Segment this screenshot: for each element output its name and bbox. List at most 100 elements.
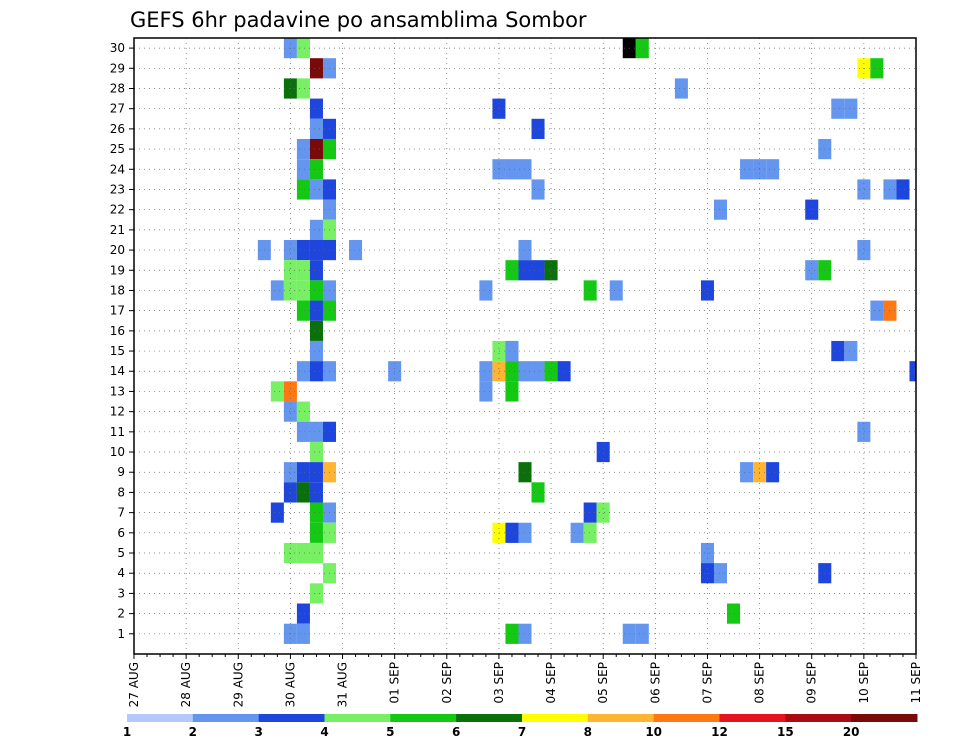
precip-cell xyxy=(309,542,323,564)
legend-label: 7 xyxy=(518,725,526,739)
y-tick-label: 16 xyxy=(110,324,125,338)
precip-cell xyxy=(309,583,323,604)
x-tick-label: 31 AUG xyxy=(336,662,350,707)
precip-cell xyxy=(766,159,780,180)
precip-cell xyxy=(309,441,323,463)
precip-cell xyxy=(870,58,884,79)
y-tick-label: 6 xyxy=(117,526,125,540)
precip-cell xyxy=(296,603,310,624)
precip-cell xyxy=(296,38,310,59)
legend-label: 20 xyxy=(843,725,860,739)
precip-cell xyxy=(857,239,871,261)
legend-swatch xyxy=(587,714,655,722)
precip-cell xyxy=(674,78,688,99)
x-tick-label: 29 AUG xyxy=(231,662,245,707)
y-tick-label: 23 xyxy=(110,182,125,196)
precip-cell xyxy=(857,179,871,200)
y-tick-label: 20 xyxy=(110,243,125,257)
x-tick-label: 04 SEP xyxy=(544,662,558,704)
precip-cell xyxy=(570,522,584,543)
precip-cell xyxy=(270,280,284,301)
y-tick-label: 11 xyxy=(110,425,125,439)
precip-cell xyxy=(309,421,323,442)
precip-cell xyxy=(296,260,310,281)
precip-cell xyxy=(531,482,545,503)
y-axis: 1234567891011121314151617181920212223242… xyxy=(110,41,134,641)
legend-swatch xyxy=(719,714,786,722)
precip-cell xyxy=(583,280,597,301)
precip-cell xyxy=(296,462,310,483)
color-legend: 1 2 3 4 5 6 7 8 10 12 15 20 xyxy=(123,714,918,739)
precip-cell xyxy=(309,522,323,543)
x-tick-label: 09 SEP xyxy=(805,662,819,704)
precip-cell xyxy=(544,361,558,382)
legend-swatch xyxy=(127,714,194,722)
precip-cell xyxy=(283,401,297,422)
chart-title: GEFS 6hr padavine po ansamblima Sombor xyxy=(130,8,587,32)
precip-cell xyxy=(635,623,649,644)
precip-cell xyxy=(700,280,714,301)
precip-cell xyxy=(309,280,323,301)
precip-cell xyxy=(505,361,519,382)
x-tick-label: 10 SEP xyxy=(857,662,871,704)
x-tick-label: 11 SEP xyxy=(909,662,923,704)
legend-label: 10 xyxy=(645,725,662,739)
x-tick-label: 27 AUG xyxy=(127,662,141,707)
precip-cell xyxy=(296,78,310,99)
precip-cell xyxy=(270,381,284,402)
precip-cell xyxy=(296,401,310,422)
y-tick-label: 3 xyxy=(117,586,125,600)
precip-cell xyxy=(309,462,323,483)
precip-cell xyxy=(479,361,493,382)
y-tick-label: 8 xyxy=(117,485,125,499)
precip-cell xyxy=(583,502,597,523)
legend-swatch xyxy=(522,714,589,722)
y-tick-label: 21 xyxy=(110,223,125,237)
precip-cell xyxy=(309,179,323,200)
precip-cell xyxy=(296,300,310,321)
x-tick-label: 06 SEP xyxy=(648,662,662,704)
precip-cell xyxy=(505,159,519,180)
precip-cell xyxy=(283,462,297,483)
precip-cell xyxy=(492,159,506,180)
precip-cell xyxy=(870,300,884,321)
precip-cell xyxy=(309,239,323,261)
y-tick-label: 27 xyxy=(110,102,125,116)
y-tick-label: 13 xyxy=(110,384,125,398)
y-tick-label: 18 xyxy=(110,283,125,297)
precip-cell xyxy=(492,361,506,382)
precip-cell xyxy=(505,522,519,543)
grid-lines xyxy=(134,38,916,654)
precip-cell xyxy=(309,361,323,382)
precip-cell xyxy=(531,361,545,382)
y-tick-label: 4 xyxy=(117,566,125,580)
x-tick-label: 07 SEP xyxy=(700,662,714,704)
precip-cell xyxy=(309,219,323,240)
x-tick-label: 01 SEP xyxy=(388,662,402,704)
precip-cell xyxy=(727,603,741,624)
precip-cell xyxy=(596,441,610,463)
y-tick-label: 10 xyxy=(110,445,125,459)
precip-cell xyxy=(283,260,297,281)
precip-cell xyxy=(531,260,545,281)
precip-cell xyxy=(309,138,323,160)
legend-label: 2 xyxy=(189,725,197,739)
precip-cell xyxy=(296,361,310,382)
precip-cell xyxy=(349,239,363,261)
precip-cell xyxy=(531,179,545,200)
precip-cell xyxy=(296,421,310,442)
precip-cell xyxy=(283,239,297,261)
y-tick-label: 1 xyxy=(117,627,125,641)
precip-cell xyxy=(283,482,297,503)
precip-cell xyxy=(309,118,323,139)
precipitation-cells xyxy=(257,38,916,644)
precip-cell xyxy=(805,260,819,281)
legend-swatch xyxy=(192,714,260,722)
y-tick-label: 15 xyxy=(110,344,125,358)
y-tick-label: 12 xyxy=(110,405,125,419)
precip-cell xyxy=(909,361,916,382)
precip-cell xyxy=(544,260,558,281)
x-tick-label: 02 SEP xyxy=(440,662,454,704)
precip-cell xyxy=(740,159,754,180)
